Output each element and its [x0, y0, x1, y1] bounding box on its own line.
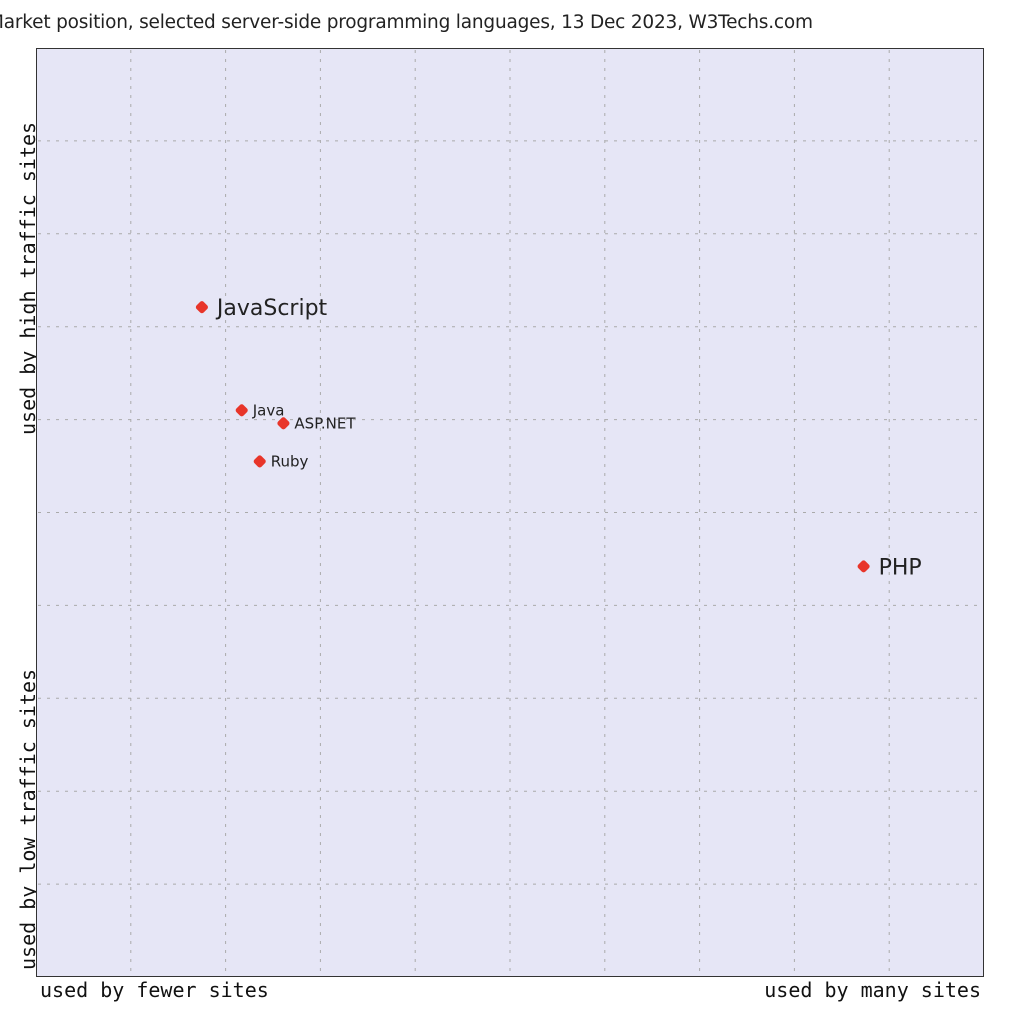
data-point-label: JavaScript — [215, 296, 328, 321]
data-point-marker — [277, 417, 290, 430]
x-axis-label-low: used by fewer sites — [40, 978, 269, 1002]
data-point-marker — [857, 560, 870, 573]
x-axis-label-high: used by many sites — [764, 978, 981, 1002]
data-point-label: ASP.NET — [294, 414, 356, 432]
data-point-marker — [235, 404, 248, 417]
chart-title: Market position, selected server-side pr… — [0, 12, 813, 33]
data-point-marker — [253, 455, 266, 468]
data-point-label: PHP — [879, 555, 922, 580]
data-point-marker — [195, 301, 208, 314]
data-point-label: Java — [252, 401, 285, 419]
data-point-label: Ruby — [271, 452, 309, 470]
